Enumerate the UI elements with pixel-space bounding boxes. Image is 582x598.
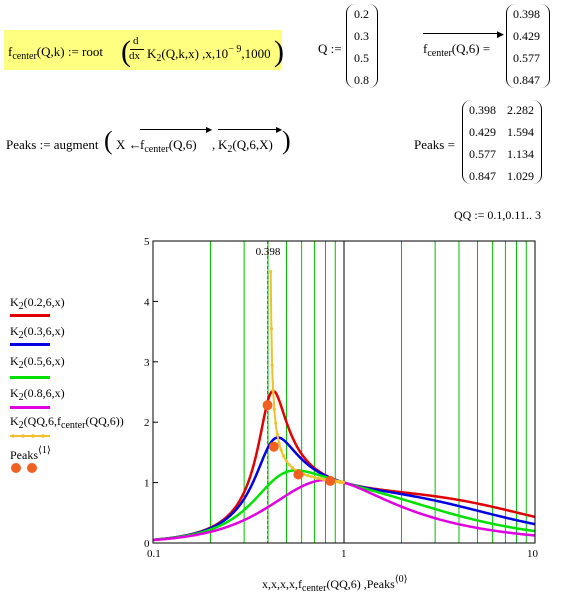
- legend-line: [10, 406, 50, 409]
- y-tick-label: 3: [144, 357, 150, 369]
- fcenter-value: 0.577: [513, 51, 540, 65]
- peak-locus-point: [309, 475, 314, 479]
- peak-point: [293, 469, 304, 480]
- legend-entry: Peaks⟨1⟩: [10, 445, 51, 462]
- peak-point: [268, 441, 279, 452]
- peaks-cell: 1.029: [507, 169, 534, 183]
- y-tick-label: 1: [144, 478, 150, 490]
- y-tick-label: 2: [144, 417, 150, 429]
- peak-locus-point: [270, 363, 274, 367]
- fcenter-eval-label: ▶ fcenter(Q,6) =: [423, 29, 504, 59]
- peak-point: [262, 400, 273, 411]
- plot-frame: [152, 240, 536, 544]
- fcenter-definition-text: fcenter(Q,k) := root ( d dx K2(Q,k,x) ,x…: [8, 35, 284, 68]
- peak-locus-point: [319, 477, 323, 481]
- peak-locus-point: [306, 473, 310, 478]
- legend-marker: [11, 463, 37, 473]
- legend-entry: K2(0.8,6,x): [10, 386, 65, 403]
- peaks-cell: 0.847: [469, 169, 496, 183]
- peaks-cell: 1.594: [507, 125, 534, 139]
- peak-locus-point: [271, 389, 275, 393]
- peaks-cell: 2.282: [507, 103, 534, 117]
- peaks-cell: 0.429: [469, 125, 496, 139]
- peaks-eval-label: Peaks =: [414, 137, 455, 152]
- x-tick-label: 10: [527, 548, 539, 560]
- peaks-definition[interactable]: Peaks := augment ( X ← ▶ fcenter(Q,6) , …: [6, 125, 291, 155]
- fcenter-value: 0.847: [513, 73, 540, 87]
- legend-entry: K2(0.3,6,x): [10, 324, 65, 341]
- peak-locus-point: [287, 462, 291, 467]
- q-value: 0.3: [354, 29, 369, 43]
- legend-line: [10, 376, 50, 379]
- x-tick-label: 1: [341, 548, 347, 560]
- y-tick-label: 5: [144, 236, 150, 248]
- marker-label: 0.398: [256, 246, 281, 258]
- x-tick-label: 0.1: [147, 548, 161, 560]
- fcenter-value: 0.398: [513, 7, 540, 21]
- legend-entry: K2(0.2,6,x): [10, 295, 65, 312]
- legend-entry: K2(QQ,6,fcenter(QQ,6)): [10, 414, 124, 431]
- peak-locus-point: [269, 327, 274, 331]
- y-tick-label: 4: [144, 296, 150, 308]
- x-axis-label: x,x,x,x,fcenter(QQ,6) ,Peaks⟨0⟩: [262, 574, 408, 594]
- peak-locus-point: [274, 421, 278, 425]
- peaks-cell: 0.577: [469, 147, 496, 161]
- q-definition-label: Q :=: [318, 41, 342, 56]
- peak-locus-point: [313, 475, 317, 480]
- peak-locus-point: [272, 407, 276, 411]
- q-value: 0.5: [354, 51, 369, 65]
- q-vector: [346, 4, 378, 88]
- q-value: 0.8: [354, 73, 369, 87]
- peak-locus-point: [281, 454, 286, 458]
- fcenter-eval-vector: [506, 4, 550, 88]
- chart-grid: [153, 240, 527, 544]
- legend-line: [10, 434, 50, 438]
- legend-line: [10, 314, 50, 317]
- peaks-cell: 0.398: [469, 103, 496, 117]
- peak-locus-point: [269, 270, 273, 274]
- peaks-cell: 1.134: [507, 147, 534, 161]
- peak-locus-point: [277, 441, 281, 445]
- qq-definition[interactable]: QQ := 0.1,0.11.. 3: [454, 208, 541, 222]
- fcenter-definition[interactable]: [4, 30, 282, 70]
- q-value: 0.2: [354, 7, 369, 21]
- peak-locus-point: [279, 448, 283, 452]
- fcenter-value: 0.429: [513, 29, 540, 43]
- peak-locus-point: [290, 466, 295, 470]
- chart-tick-labels: 0.1 1 10 0 1 2 3 4 5: [144, 236, 539, 560]
- peak-locus-point: [275, 432, 279, 436]
- peak-locus-point: [341, 480, 345, 485]
- chart-peaks: [262, 400, 336, 486]
- y-tick-label: 0: [144, 538, 150, 550]
- peak-point: [325, 475, 336, 486]
- legend-entry: K2(0.5,6,x): [10, 354, 65, 371]
- chart-curves: [152, 270, 536, 542]
- peak-locus-point: [284, 459, 288, 463]
- peaks-matrix: [462, 100, 542, 184]
- legend-line: [10, 343, 50, 346]
- peak-locus-point: [316, 476, 320, 480]
